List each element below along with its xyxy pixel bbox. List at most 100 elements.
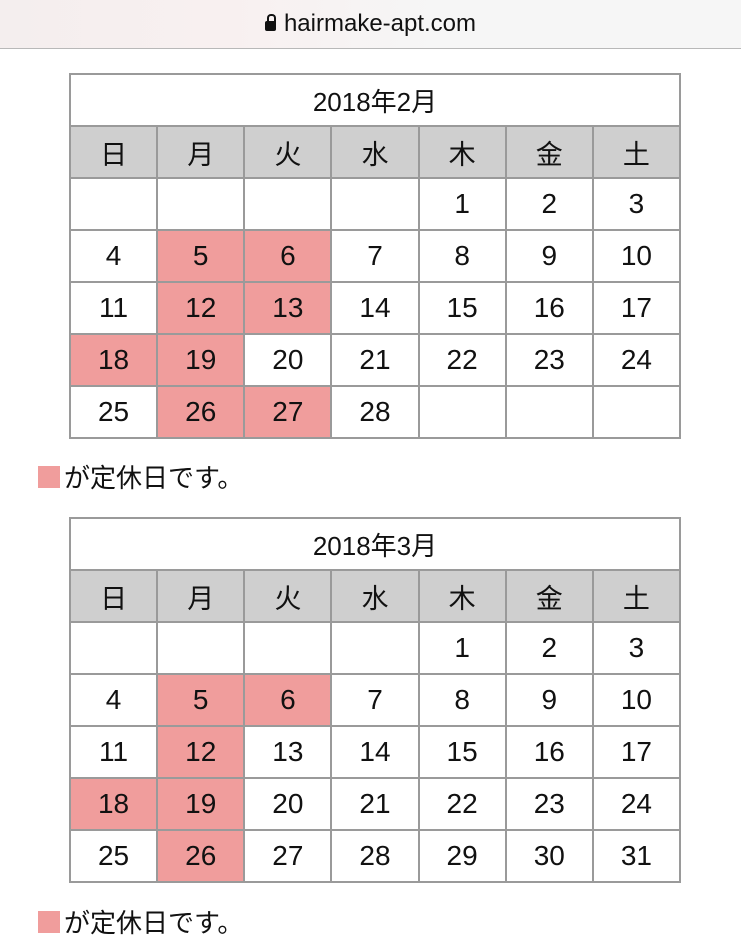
week-row: 18 19 20 21 22 23 24: [68, 333, 682, 387]
closed-day-cell: 6: [243, 229, 333, 283]
day-cell: 8: [417, 673, 507, 727]
closed-day-cell: 26: [156, 385, 246, 439]
weekday-header: 火: [243, 569, 333, 623]
day-cell: [591, 385, 682, 439]
closed-day-swatch: [38, 465, 60, 488]
day-cell: [156, 621, 246, 675]
day-cell: 1: [417, 177, 507, 231]
address-bar[interactable]: hairmake-apt.com: [0, 0, 741, 49]
day-cell: 24: [591, 333, 682, 387]
closed-day-cell: 26: [156, 829, 246, 883]
day-cell: 8: [417, 229, 507, 283]
day-cell: 4: [68, 229, 159, 283]
legend-text: が定休日です。: [64, 463, 244, 493]
day-cell: 17: [591, 725, 682, 779]
day-cell: 20: [243, 777, 333, 831]
calendar-title: 2018年3月: [69, 517, 681, 571]
calendar-title: 2018年2月: [69, 73, 681, 127]
closed-day-cell: 19: [156, 777, 246, 831]
day-cell: 9: [504, 229, 594, 283]
day-cell: 2: [504, 177, 594, 231]
day-cell: [243, 177, 333, 231]
day-cell: 30: [504, 829, 594, 883]
closed-day-cell: 5: [156, 229, 246, 283]
day-cell: [243, 621, 333, 675]
weekday-header: 月: [156, 125, 246, 179]
day-cell: [330, 621, 420, 675]
weekday-header: 月: [156, 569, 246, 623]
closed-day-swatch: [38, 910, 60, 933]
day-cell: 31: [591, 829, 682, 883]
week-row: 4 5 6 7 8 9 10: [68, 229, 682, 283]
day-cell: 28: [330, 385, 420, 439]
day-cell: 7: [330, 229, 420, 283]
week-row: 18 19 20 21 22 23 24: [68, 777, 682, 831]
weekday-header: 土: [591, 569, 682, 623]
day-cell: 14: [330, 725, 420, 779]
day-cell: [156, 177, 246, 231]
day-cell: 3: [591, 621, 682, 675]
week-row: 25 26 27 28: [68, 385, 682, 439]
day-cell: 25: [68, 385, 159, 439]
weekday-header: 木: [417, 569, 507, 623]
day-cell: [68, 621, 159, 675]
day-cell: 7: [330, 673, 420, 727]
day-cell: 29: [417, 829, 507, 883]
weekday-header: 火: [243, 125, 333, 179]
closed-day-cell: 12: [156, 281, 246, 335]
day-cell: 11: [68, 725, 159, 779]
day-cell: 2: [504, 621, 594, 675]
closed-day-cell: 13: [243, 281, 333, 335]
day-cell: [504, 385, 594, 439]
day-cell: 3: [591, 177, 682, 231]
day-cell: 21: [330, 333, 420, 387]
day-cell: 17: [591, 281, 682, 335]
day-cell: 16: [504, 725, 594, 779]
closed-day-cell: 18: [68, 333, 159, 387]
calendar-1: 2018年2月日月火水木金土 1 2 3 4 5 6 7 8 9 10 11 12 13 14 15 16 17 1…: [68, 73, 682, 439]
calendar-2: 2018年3月日月火水木金土 1 2 3 4 5 6 7 8 9 10 11 12 13 14 15 16 17 1…: [68, 517, 682, 883]
closed-day-cell: 6: [243, 673, 333, 727]
day-cell: 1: [417, 621, 507, 675]
day-cell: 23: [504, 777, 594, 831]
day-cell: [417, 385, 507, 439]
week-row: 4 5 6 7 8 9 10: [68, 673, 682, 727]
weekday-header: 日: [68, 569, 159, 623]
lock-icon: [264, 14, 276, 31]
day-cell: 21: [330, 777, 420, 831]
day-cell: 16: [504, 281, 594, 335]
week-row: 11 12 13 14 15 16 17: [68, 725, 682, 779]
day-cell: 11: [68, 281, 159, 335]
day-cell: [68, 177, 159, 231]
day-cell: 25: [68, 829, 159, 883]
day-cell: 23: [504, 333, 594, 387]
day-cell: 4: [68, 673, 159, 727]
day-cell: 10: [591, 673, 682, 727]
closed-day-cell: 19: [156, 333, 246, 387]
legend-text: が定休日です。: [64, 908, 244, 938]
day-cell: 15: [417, 725, 507, 779]
day-cell: 28: [330, 829, 420, 883]
weekday-header: 水: [330, 125, 420, 179]
day-cell: 20: [243, 333, 333, 387]
weekday-header: 木: [417, 125, 507, 179]
day-cell: 24: [591, 777, 682, 831]
day-cell: 27: [243, 829, 333, 883]
day-cell: [330, 177, 420, 231]
day-cell: 9: [504, 673, 594, 727]
closed-day-cell: 5: [156, 673, 246, 727]
weekday-header: 土: [591, 125, 682, 179]
day-cell: 22: [417, 333, 507, 387]
week-row: 11 12 13 14 15 16 17: [68, 281, 682, 335]
url-text: hairmake-apt.com: [283, 10, 477, 37]
week-row: 25 26 27 28 29 30 31: [68, 829, 682, 883]
weekday-header: 水: [330, 569, 420, 623]
weekday-header: 金: [504, 569, 594, 623]
closed-day-cell: 18: [68, 777, 159, 831]
day-cell: 13: [243, 725, 333, 779]
day-cell: 10: [591, 229, 682, 283]
day-cell: 14: [330, 281, 420, 335]
legend: が定休日です。: [38, 458, 243, 495]
